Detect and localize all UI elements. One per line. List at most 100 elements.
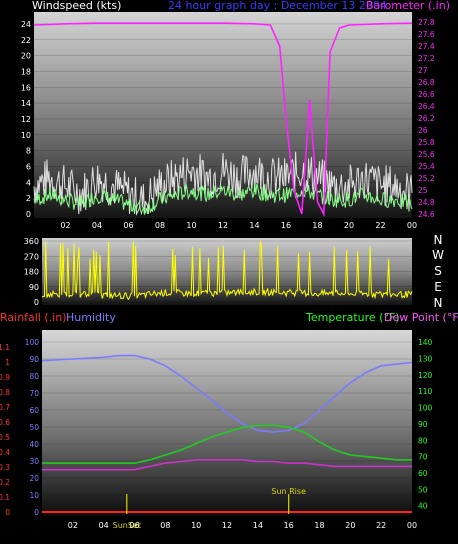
direction-tick-label: 0 [34, 298, 39, 307]
rain-tick-label: 0.8 [0, 388, 10, 397]
humidity-tick-label: 30 [29, 457, 39, 466]
humidity-tick-label: 90 [29, 355, 39, 364]
temp-tick-label: 100 [418, 404, 433, 413]
temp-tick-label: 140 [418, 338, 433, 347]
rain-tick-label: 1 [5, 358, 10, 367]
panel3-x-tick-label: 16 [284, 521, 294, 530]
panel3-x-tick-label: 00 [407, 521, 417, 530]
windspeed-axis-title: Windspeed (kts) [32, 0, 122, 12]
rain-tick-label: 1.1 [0, 343, 10, 352]
baro-tick-label: 24.6 [418, 210, 435, 219]
wind-tick-label: 8 [26, 147, 31, 156]
baro-tick-label: 27 [418, 66, 428, 75]
rain-tick-label: 0.2 [0, 478, 10, 487]
temp-tick-label: 50 [418, 485, 428, 494]
panel3-x-tick-label: 04 [99, 521, 109, 530]
humidity-tick-label: 0 [34, 508, 39, 517]
rain-tick-label: 0.3 [0, 463, 10, 472]
wind-tick-label: 14 [21, 99, 31, 108]
wind-tick-label: 16 [21, 83, 31, 92]
wind-tick-label: 0 [26, 210, 31, 219]
temp-tick-label: 70 [418, 453, 428, 462]
wind-tick-label: 4 [26, 178, 31, 187]
temp-humidity-plot-background [42, 330, 412, 516]
graph-title: 24 hour graph day : December 13 2004 [168, 0, 387, 12]
wind-tick-label: 22 [21, 36, 31, 45]
humidity-tick-label: 40 [29, 440, 39, 449]
humidity-tick-label: 50 [29, 423, 39, 432]
rain-tick-label: 0.9 [0, 373, 10, 382]
humidity-tick-label: 10 [29, 491, 39, 500]
compass-e: E [434, 280, 442, 294]
baro-tick-label: 27.4 [418, 42, 435, 51]
rain-tick-label: 0.1 [0, 493, 10, 502]
panel3-x-tick-label: 12 [222, 521, 232, 530]
rainfall-axis-title: Rainfall (.in) [0, 311, 67, 324]
sun-annotation-label: Sun Rise [271, 487, 306, 496]
panel3-x-tick-label: 02 [68, 521, 78, 530]
panel1-x-tick-label: 04 [92, 221, 102, 230]
panel1-x-tick-label: 10 [186, 221, 196, 230]
temp-tick-label: 120 [418, 371, 433, 380]
humidity-tick-label: 70 [29, 389, 39, 398]
compass-w: W [432, 248, 444, 262]
rain-tick-label: 0.5 [0, 433, 10, 442]
direction-tick-label: 270 [24, 252, 39, 261]
panel3-x-tick-label: 22 [376, 521, 386, 530]
baro-tick-label: 25.8 [418, 138, 435, 147]
baro-tick-label: 24.8 [418, 198, 435, 207]
rain-tick-label: 0 [5, 508, 10, 517]
windspeed-average-line [33, 182, 413, 216]
humidity-axis-title: Humidity [66, 311, 116, 324]
temp-tick-label: 90 [418, 420, 428, 429]
baro-tick-label: 27.2 [418, 54, 435, 63]
rain-tick-label: 0.4 [0, 448, 10, 457]
wind-tick-label: 12 [21, 115, 31, 124]
windspeed-series-line [33, 151, 413, 216]
wind-tick-label: 20 [21, 52, 31, 61]
wind-tick-label: 6 [26, 162, 31, 171]
baro-tick-label: 25.6 [418, 150, 435, 159]
temp-tick-label: 110 [418, 387, 433, 396]
barometer-series-line [33, 22, 413, 218]
panel3-x-tick-label: 08 [160, 521, 170, 530]
panel1-x-tick-label: 06 [123, 221, 133, 230]
wind-direction-series-line [41, 241, 413, 301]
compass-n-bottom: N [433, 296, 443, 310]
rain-tick-label: 0.7 [0, 403, 10, 412]
direction-tick-label: 180 [24, 268, 39, 277]
compass-s: S [434, 264, 442, 278]
sun-annotation-label: SunSet [113, 521, 141, 530]
baro-tick-label: 26.8 [418, 78, 435, 87]
temperature-axis-title: Temperature (°F) [306, 311, 400, 324]
wind-tick-label: 10 [21, 131, 31, 140]
wind-tick-label: 24 [21, 20, 31, 29]
dewpoint-axis-title: Dew Point (°F) [384, 311, 458, 324]
panel1-x-tick-label: 02 [60, 221, 70, 230]
rain-tick-label: 0.6 [0, 418, 10, 427]
panel1-x-tick-label: 14 [249, 221, 259, 230]
baro-tick-label: 26.4 [418, 102, 435, 111]
panel1-x-tick-label: 08 [155, 221, 165, 230]
humidity-series-line [41, 354, 413, 433]
temp-tick-label: 130 [418, 355, 433, 364]
baro-tick-label: 27.8 [418, 18, 435, 27]
temp-tick-label: 80 [418, 436, 428, 445]
temp-tick-label: 60 [418, 469, 428, 478]
wind-tick-label: 18 [21, 67, 31, 76]
temp-tick-label: 40 [418, 502, 428, 511]
direction-tick-label: 90 [29, 283, 39, 292]
panel3-x-tick-label: 14 [253, 521, 263, 530]
humidity-tick-label: 80 [29, 372, 39, 381]
humidity-tick-label: 20 [29, 474, 39, 483]
baro-tick-label: 27.6 [418, 30, 435, 39]
direction-tick-label: 360 [24, 237, 39, 246]
dewpoint-series-line [42, 459, 412, 471]
panel1-x-tick-label: 00 [407, 221, 417, 230]
baro-tick-label: 25.4 [418, 162, 435, 171]
humidity-tick-label: 60 [29, 406, 39, 415]
humidity-tick-label: 100 [25, 338, 40, 347]
baro-tick-label: 26.2 [418, 114, 435, 123]
